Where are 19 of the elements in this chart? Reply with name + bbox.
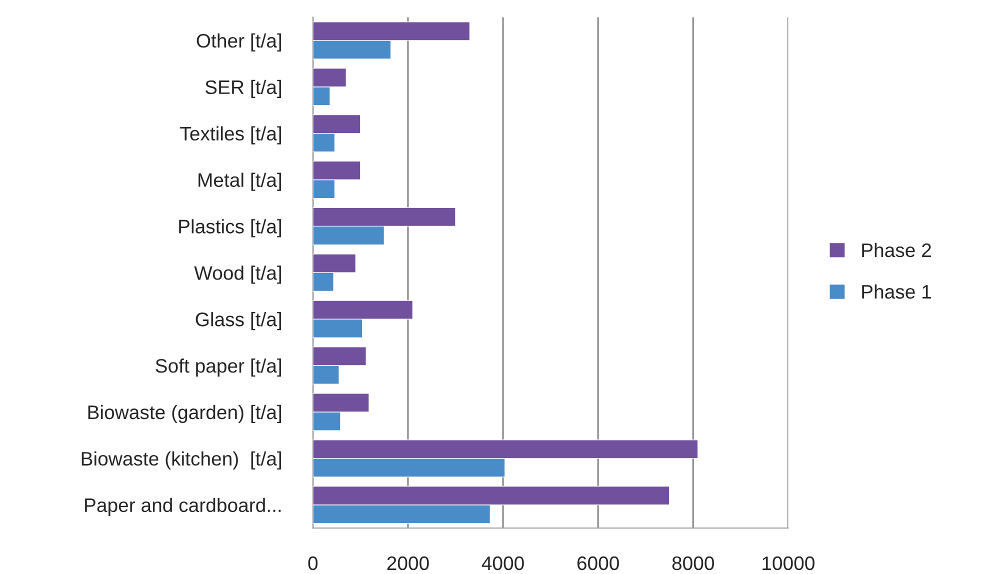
y-tick-label: Soft paper [t/a] bbox=[156, 358, 281, 377]
y-tick-label: Metal [t/a] bbox=[198, 172, 281, 191]
x-tick-label: 10000 bbox=[762, 556, 814, 570]
y-tick-label: Glass [t/a] bbox=[196, 312, 281, 330]
y-tick-label: Paper and cardboard... bbox=[85, 498, 281, 516]
y-tick-label: Biowaste (kitchen) [t/a] bbox=[82, 451, 281, 470]
x-tick-label: 0 bbox=[308, 556, 318, 570]
y-tick-label: SER [t/a] bbox=[205, 80, 281, 98]
x-tick-label: 8000 bbox=[672, 556, 714, 570]
legend-label: Phase 2 bbox=[862, 242, 931, 258]
y-tick-label: Other [t/a] bbox=[196, 33, 281, 52]
y-tick-label: Textiles [t/a] bbox=[180, 126, 281, 144]
x-tick-label: 4000 bbox=[482, 556, 524, 570]
x-tick-label: 6000 bbox=[577, 556, 619, 570]
y-tick-label: Biowaste (garden) [t/a] bbox=[88, 404, 281, 424]
x-tick-label: 2000 bbox=[387, 556, 429, 570]
y-tick-label: Plastics [t/a] bbox=[179, 219, 281, 238]
legend-label: Phase 1 bbox=[862, 284, 931, 299]
y-tick-label: Wood [t/a] bbox=[194, 266, 281, 284]
